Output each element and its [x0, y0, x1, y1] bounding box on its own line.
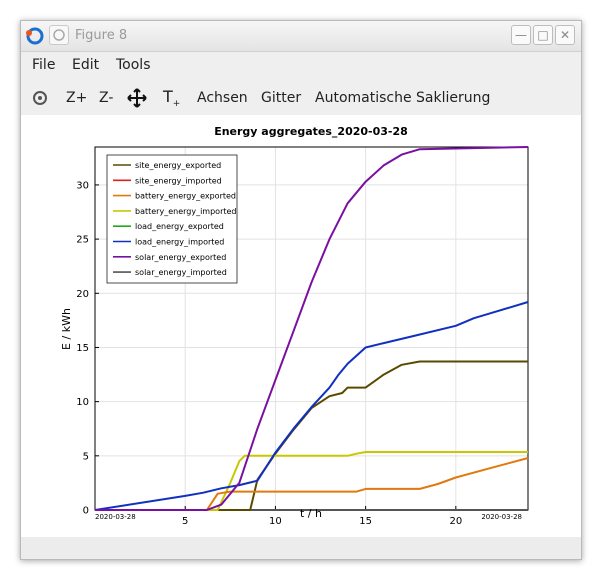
x-tick-label: 10 — [269, 516, 282, 527]
toolbar: Z+ Z- T+ Achsen Gitter Automatische Sakl… — [21, 81, 581, 115]
x-axis-label: t / h — [300, 507, 322, 520]
title-bar: Figure 8 — □ ✕ — [21, 21, 581, 52]
series-line-battery-energy-exported — [95, 457, 529, 511]
chart-title: Energy aggregates_2020-03-28 — [214, 125, 408, 138]
legend-entry-load-energy-imported: load_energy_imported — [135, 238, 224, 247]
close-button[interactable]: ✕ — [555, 25, 575, 45]
refresh-icon — [53, 29, 65, 41]
menu-edit[interactable]: Edit — [72, 57, 100, 73]
series-line-site-energy-exported — [95, 360, 528, 511]
axes-button[interactable]: Achsen — [197, 90, 248, 106]
maximize-button[interactable]: □ — [533, 25, 553, 45]
x-tick-label: 5 — [182, 516, 188, 527]
y-tick-label: 15 — [76, 343, 89, 354]
rotate-icon[interactable] — [31, 89, 49, 107]
y-tick-label: 25 — [76, 235, 89, 246]
series-lines — [94, 146, 529, 511]
figure-canvas[interactable]: Energy aggregates_2020-03-28 5 10 15 20 0 5 10… — [21, 115, 581, 537]
text-tool-label: T — [163, 87, 173, 106]
legend-entry-site-energy-exported: site_energy_exported — [135, 161, 221, 170]
zoom-out-button[interactable]: Z- — [99, 90, 114, 106]
axis-ticks: 5 10 15 20 0 5 10 15 20 25 30 — [76, 180, 462, 527]
series-line-load-energy-imported — [94, 301, 529, 511]
legend-box — [106, 154, 238, 284]
menu-bar: File Edit Tools — [21, 52, 581, 78]
octave-logo-icon — [26, 27, 44, 45]
status-bar — [21, 537, 581, 559]
legend[interactable]: site_energy_exported site_energy_imported… — [106, 154, 238, 284]
date-right-label: 2020-03-28 — [481, 513, 522, 521]
y-axis-label: E / kWh — [60, 308, 73, 350]
legend-entry-solar-energy-exported: solar_energy_exported — [135, 253, 226, 262]
insert-text-button[interactable]: T+ — [163, 87, 181, 110]
energy-chart[interactable]: Energy aggregates_2020-03-28 5 10 15 20 0 5 10… — [21, 115, 581, 537]
menu-file[interactable]: File — [32, 57, 56, 73]
close-icon: ✕ — [559, 28, 571, 42]
minimize-icon: — — [515, 28, 527, 42]
y-tick-label: 0 — [83, 506, 89, 517]
legend-entry-solar-energy-imported: solar_energy_imported — [135, 268, 227, 277]
figure-window: Figure 8 — □ ✕ File Edit Tools Z+ Z- T+ … — [20, 20, 582, 560]
grid-button[interactable]: Gitter — [261, 90, 302, 106]
menu-tools[interactable]: Tools — [116, 57, 151, 73]
window-title: Figure 8 — [75, 28, 128, 43]
pan-icon[interactable] — [127, 88, 147, 108]
x-tick-label: 20 — [449, 516, 462, 527]
legend-entry-battery-energy-imported: battery_energy_imported — [135, 207, 237, 216]
grid-lines — [95, 147, 528, 510]
autoscale-button[interactable]: Automatische Saklierung — [315, 90, 491, 106]
pin-window-button[interactable] — [49, 25, 69, 45]
date-left-label: 2020-03-28 — [95, 513, 136, 521]
y-tick-label: 5 — [83, 451, 89, 462]
legend-entry-site-energy-imported: site_energy_imported — [135, 176, 222, 185]
y-tick-label: 30 — [76, 180, 89, 191]
zoom-in-button[interactable]: Z+ — [66, 90, 88, 106]
series-line-solar-energy-exported — [95, 146, 529, 511]
legend-entry-load-energy-exported: load_energy_exported — [135, 222, 224, 231]
maximize-icon: □ — [537, 28, 549, 42]
x-tick-label: 15 — [359, 516, 372, 527]
minimize-button[interactable]: — — [511, 25, 531, 45]
series-line-battery-energy-imported — [95, 451, 528, 511]
legend-entry-battery-energy-exported: battery_energy_exported — [135, 192, 236, 201]
y-tick-label: 10 — [76, 397, 89, 408]
y-tick-label: 20 — [76, 289, 89, 300]
